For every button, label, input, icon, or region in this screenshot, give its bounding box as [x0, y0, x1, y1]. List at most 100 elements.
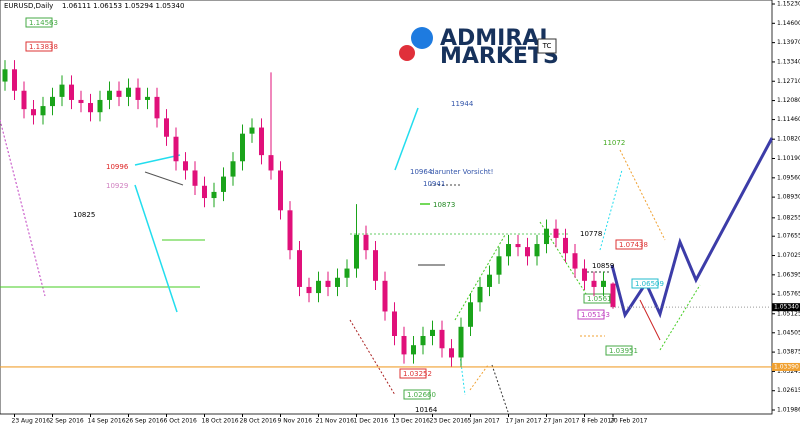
- y-tick-label: 1.04505: [777, 329, 800, 336]
- candle-body: [477, 286, 483, 303]
- header-values: 1.06111 1.06153 1.05294 1.05340: [62, 2, 184, 10]
- y-tick-label: 1.13970: [777, 39, 800, 46]
- price-boxes: 1.14563 1.13838 1.07438 1.06509 1.05619 …: [25, 17, 664, 400]
- candle-body: [496, 256, 502, 275]
- candle-body: [306, 286, 312, 294]
- price-box: [403, 389, 431, 400]
- y-tick-label: 1.12080: [777, 97, 800, 104]
- price-box-label: 1.03252: [403, 370, 432, 378]
- logo-dot: [411, 27, 433, 49]
- x-tick-label: 5 Jan 2017: [468, 418, 500, 425]
- price-box: [25, 17, 53, 28]
- candle-body: [430, 329, 435, 336]
- annotation: 10964: [410, 168, 433, 176]
- candle-body: [354, 234, 359, 269]
- candle-body: [240, 133, 245, 162]
- annotation: 10996: [106, 163, 129, 171]
- y-tick-label: 1.03875: [777, 349, 800, 356]
- price-box-label: 1.06509: [635, 280, 664, 288]
- y-tick-label: 1.08930: [777, 194, 800, 201]
- candle-body: [78, 99, 84, 104]
- trend-line: [659, 284, 701, 351]
- candle-body: [344, 268, 350, 278]
- candle-body: [50, 96, 55, 107]
- y-tick-label: 1.05125: [777, 310, 800, 317]
- x-tick-label: 20 Feb 2017: [610, 418, 648, 425]
- x-tick-label: 27 Jan 2017: [544, 418, 580, 425]
- candle-body: [97, 99, 103, 113]
- trend-line: [469, 364, 489, 391]
- price-box: [605, 345, 633, 356]
- y-tick-label: 1.11460: [777, 116, 800, 123]
- y-tick-label: 1.14600: [777, 20, 800, 27]
- trend-line: [619, 149, 666, 241]
- trend-line: [639, 299, 661, 341]
- candle-body: [392, 311, 397, 336]
- candle-body: [183, 161, 188, 171]
- price-box-label: 1.07438: [619, 241, 648, 249]
- candle-body: [468, 302, 473, 327]
- annotation: 10873: [433, 201, 455, 209]
- x-tick-label: 13 Dec 2016: [392, 418, 431, 425]
- logo-badge-text: TC: [542, 42, 552, 50]
- price-box-label: 1.05619: [587, 295, 616, 303]
- candle-body: [506, 244, 511, 257]
- price-box-label: 1.14563: [29, 19, 58, 27]
- candle-body: [116, 90, 122, 97]
- candle-body: [335, 277, 340, 287]
- candle-body: [249, 127, 255, 134]
- candle-body: [363, 234, 369, 251]
- candle-body: [135, 87, 141, 100]
- drawings: [0, 107, 774, 413]
- candle-body: [591, 280, 597, 287]
- trend-line: [599, 169, 623, 251]
- price-box: [25, 41, 53, 52]
- candle-body: [439, 329, 445, 349]
- x-tick-label: 23 Aug 2016: [12, 418, 51, 425]
- y-tick-label: 1.12710: [777, 78, 800, 85]
- candle-body: [382, 280, 388, 312]
- x-tick-label: 14 Sep 2016: [88, 418, 126, 425]
- x-tick-label: 28 Oct 2016: [240, 418, 277, 425]
- candle-body: [192, 170, 198, 186]
- price-box: [577, 309, 605, 320]
- candle-body: [126, 87, 131, 97]
- price-box-label: 1.05143: [581, 311, 610, 319]
- annotation: 10929: [106, 182, 128, 190]
- y-tick-label: 1.01986: [777, 407, 800, 414]
- candle-body: [268, 155, 274, 171]
- annotation: darunter Vorsicht!: [430, 168, 493, 176]
- candle-body: [449, 348, 454, 358]
- current-price-box: [772, 303, 800, 312]
- y-tick-label: 1.07025: [777, 252, 800, 259]
- annotation: 10825: [73, 211, 95, 219]
- x-tick-label: 23 Dec 2016: [430, 418, 469, 425]
- y-tick-label: 1.10820: [777, 136, 800, 143]
- candle-body: [420, 335, 426, 346]
- candle-body: [610, 283, 616, 308]
- x-tick-label: 26 Sep 2016: [126, 418, 164, 425]
- candle-body: [278, 170, 283, 211]
- candle-body: [88, 103, 93, 113]
- candle-body: [211, 191, 217, 199]
- candle-body: [173, 136, 179, 162]
- candle-body: [221, 176, 226, 192]
- trend-line: [134, 154, 181, 166]
- candle-body: [230, 161, 236, 177]
- price-line-label: 1.03390: [774, 363, 799, 370]
- candle-body: [325, 280, 331, 287]
- x-tick-label: 8 Feb 2017: [582, 418, 616, 425]
- candle-body: [601, 280, 606, 287]
- x-tick-label: 9 Nov 2016: [278, 418, 313, 425]
- candle-body: [373, 250, 378, 281]
- candle-body: [287, 210, 293, 251]
- candle-body: [411, 345, 416, 355]
- candle-body: [582, 268, 587, 281]
- candle-body: [31, 109, 36, 116]
- price-box: [399, 368, 427, 379]
- candle-body: [59, 84, 65, 97]
- x-tick-label: 18 Oct 2016: [202, 418, 239, 425]
- trend-line: [539, 221, 591, 301]
- y-tick-label: 1.13340: [777, 58, 800, 65]
